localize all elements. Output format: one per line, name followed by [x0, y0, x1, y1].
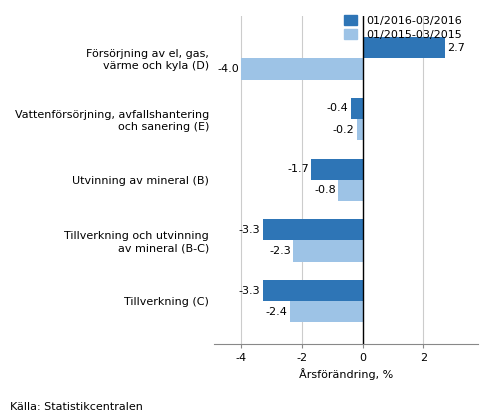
Text: -2.3: -2.3	[269, 246, 291, 256]
Bar	[293, 240, 363, 262]
Bar	[290, 301, 363, 322]
Bar	[363, 37, 445, 58]
Text: -0.4: -0.4	[327, 104, 349, 114]
Text: -0.8: -0.8	[315, 186, 336, 196]
Text: 2.7: 2.7	[447, 43, 464, 53]
Text: -0.2: -0.2	[333, 125, 354, 135]
Text: -3.3: -3.3	[239, 286, 260, 296]
Bar	[242, 58, 363, 79]
Bar	[263, 219, 363, 240]
Text: -3.3: -3.3	[239, 225, 260, 235]
Bar	[339, 180, 363, 201]
Text: -2.4: -2.4	[266, 307, 288, 317]
X-axis label: Årsförändring, %: Årsförändring, %	[299, 368, 393, 380]
Bar	[351, 98, 363, 119]
Text: Källa: Statistikcentralen: Källa: Statistikcentralen	[10, 402, 143, 412]
Bar	[263, 280, 363, 301]
Bar	[356, 119, 363, 140]
Text: -1.7: -1.7	[287, 164, 309, 174]
Bar	[311, 158, 363, 180]
Legend: 01/2016-03/2016, 01/2015-03/2015: 01/2016-03/2016, 01/2015-03/2015	[344, 15, 461, 40]
Text: -4.0: -4.0	[217, 64, 239, 74]
